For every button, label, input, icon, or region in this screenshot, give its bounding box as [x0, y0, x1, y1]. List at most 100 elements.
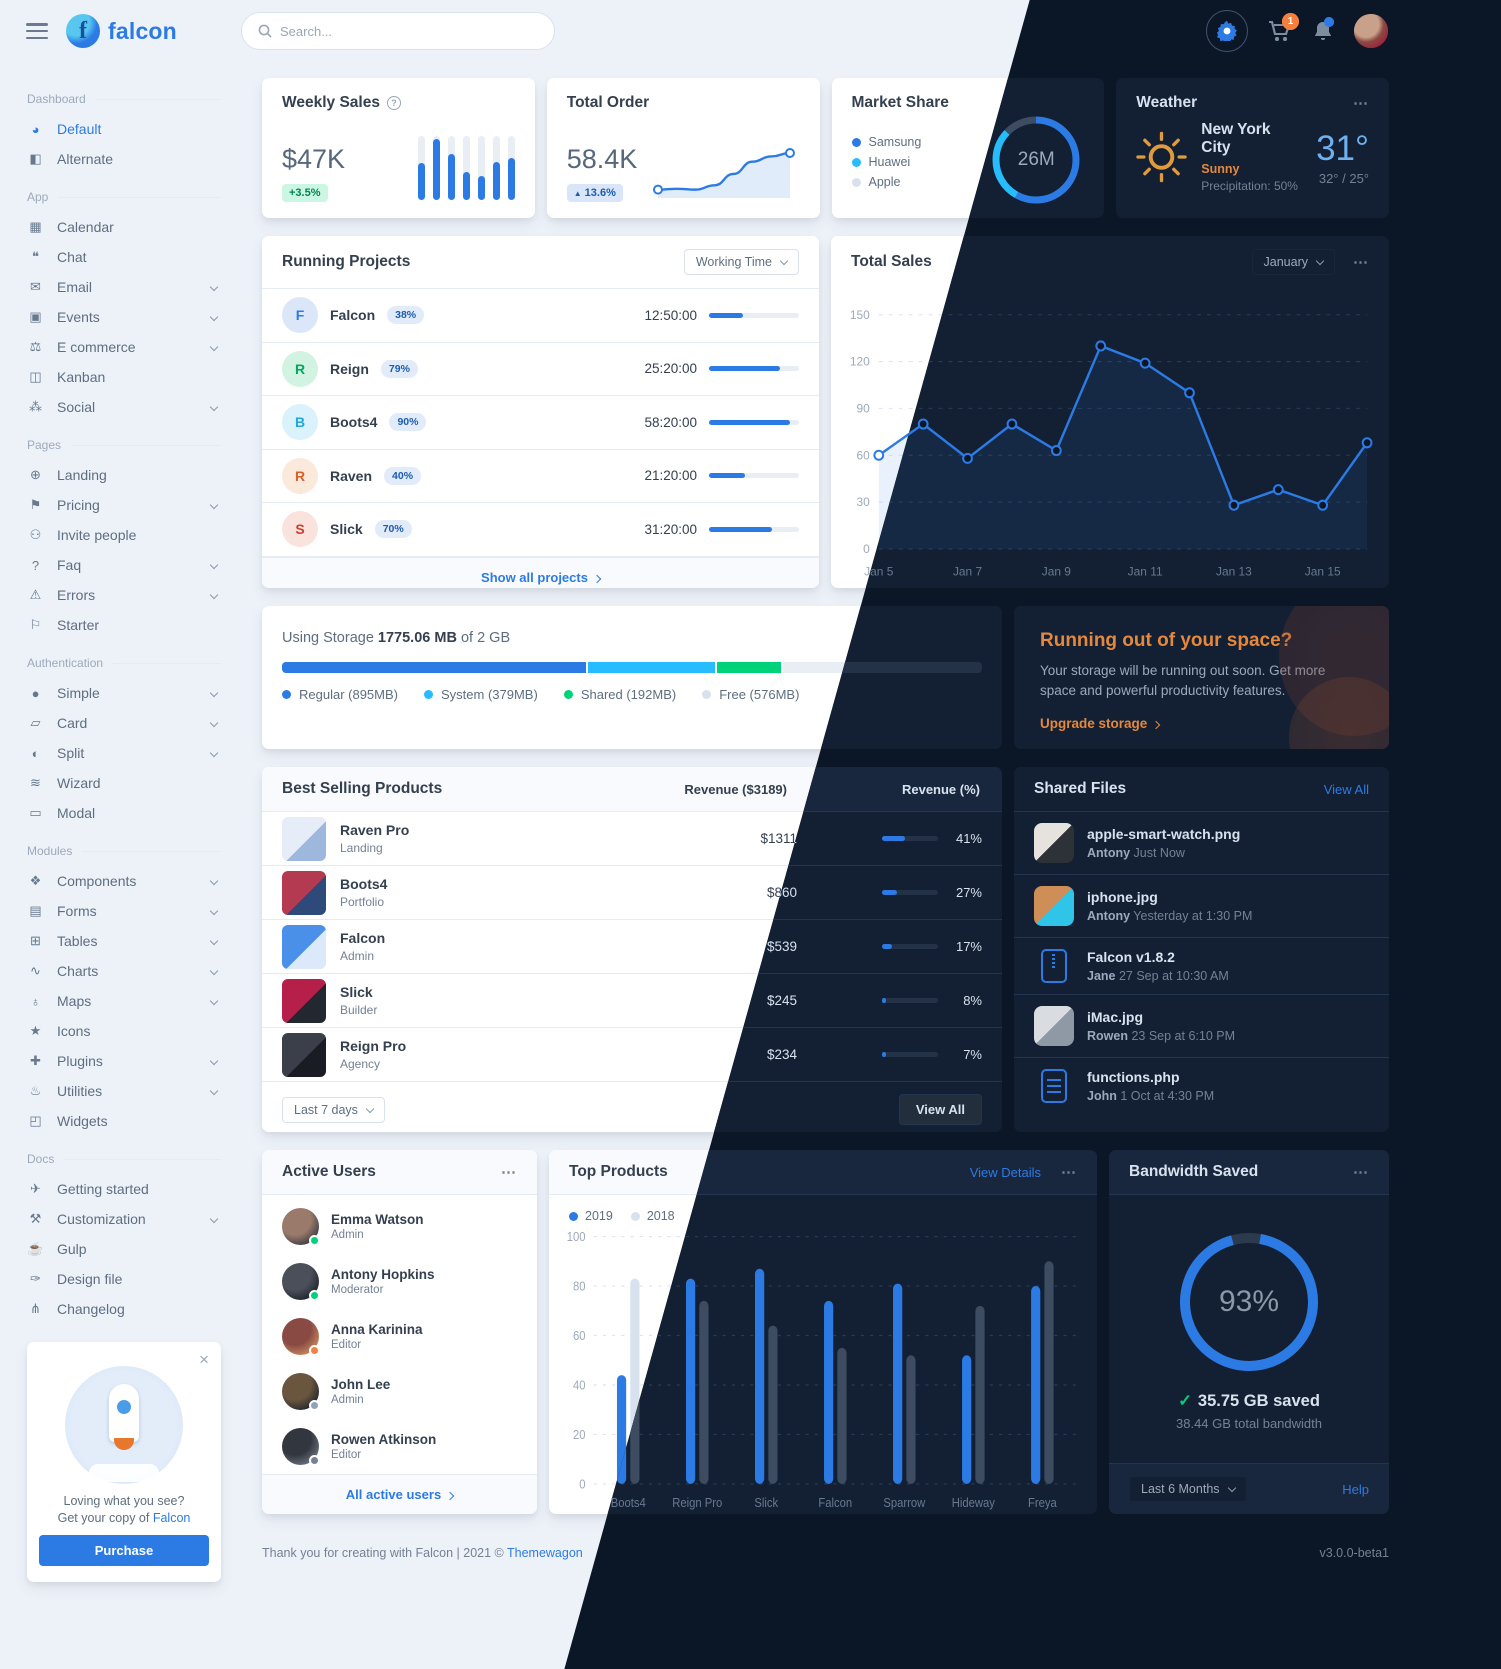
all-active-users-link[interactable]: All active users — [346, 1487, 455, 1502]
user-name[interactable]: Emma Watson — [331, 1212, 424, 1227]
sidebar-item-modal[interactable]: ▭ Modal — [27, 798, 221, 828]
shared-file-apple-smart-watch-png[interactable]: apple-smart-watch.png Antony Just Now — [1014, 812, 1389, 874]
search-box[interactable] — [241, 12, 555, 50]
product-name[interactable]: Slick — [340, 984, 373, 1000]
product-name[interactable]: Boots4 — [340, 876, 388, 892]
sidebar-item-simple[interactable]: ● Simple — [27, 678, 221, 708]
last-7-days-select[interactable]: Last 7 days — [282, 1096, 385, 1123]
shared-files-view-all-link[interactable]: View All — [1323, 781, 1369, 797]
sidebar-item-tables[interactable]: ⊞ Tables — [27, 926, 221, 956]
user-avatar[interactable] — [1354, 14, 1388, 48]
sidebar-item-email[interactable]: ✉ Email — [27, 272, 221, 302]
file-thumbnail — [1034, 823, 1074, 863]
legend-item-2019[interactable]: 2019 — [569, 1209, 613, 1223]
sidebar-item-pricing[interactable]: ⚑ Pricing — [27, 490, 221, 520]
shared-file-iphone-jpg[interactable]: iphone.jpg Antony Yesterday at 1:30 PM — [1014, 874, 1389, 937]
falcon-logo[interactable]: f falcon — [66, 14, 177, 48]
sidebar-item-split[interactable]: ◐ Split — [27, 738, 221, 768]
product-name[interactable]: Falcon — [340, 930, 386, 946]
sidebar-item-charts[interactable]: ∿ Charts — [27, 956, 221, 986]
active-user-antony-hopkins[interactable]: Antony Hopkins Moderator — [262, 1254, 537, 1309]
sidebar-item-chat[interactable]: ❝ Chat — [27, 242, 221, 272]
project-row-slick[interactable]: S Slick 70% 31:20:00 — [262, 503, 819, 557]
user-name[interactable]: John Lee — [331, 1377, 391, 1392]
sidebar-item-alternate[interactable]: ◧ Alternate — [27, 144, 221, 174]
cart-button[interactable]: 1 — [1268, 13, 1299, 42]
file-name[interactable]: apple-smart-watch.png — [1087, 826, 1241, 842]
file-name[interactable]: Falcon v1.8.2 — [1087, 949, 1175, 965]
upgrade-storage-link[interactable]: Upgrade storage — [1040, 716, 1363, 731]
sidebar-item-errors[interactable]: ⚠ Errors — [27, 580, 221, 610]
working-time-select[interactable]: Working Time — [683, 249, 799, 275]
sidebar-item-calendar[interactable]: ▦ Calendar — [27, 212, 221, 242]
show-all-projects-link[interactable]: Show all projects — [481, 570, 602, 585]
sidebar-item-changelog[interactable]: ⋔ Changelog — [27, 1294, 221, 1324]
sidebar-item-plugins[interactable]: ✚ Plugins — [27, 1046, 221, 1076]
notifications-button[interactable] — [1312, 17, 1334, 42]
user-name[interactable]: Rowen Atkinson — [331, 1432, 437, 1447]
close-icon[interactable]: × — [199, 1350, 209, 1369]
sidebar-item-starter[interactable]: ⚐ Starter — [27, 610, 221, 640]
sidebar-item-invite-people[interactable]: ⚇ Invite people — [27, 520, 221, 550]
file-name[interactable]: functions.php — [1087, 1069, 1180, 1085]
total-sales-menu-button[interactable]: ⋯ — [1353, 254, 1369, 271]
sidebar-item-default[interactable]: ◕ Default — [27, 114, 221, 144]
last-6-months-select[interactable]: Last 6 Months — [1129, 1476, 1247, 1502]
info-icon[interactable]: ? — [386, 96, 401, 110]
shared-file-functions-php[interactable]: functions.php John 1 Oct at 4:30 PM — [1014, 1057, 1389, 1114]
active-users-menu-button[interactable]: ⋯ — [501, 1164, 517, 1181]
sidebar-item-events[interactable]: ▣ Events — [27, 302, 221, 332]
project-row-reign[interactable]: R Reign 79% 25:20:00 — [262, 343, 819, 396]
purchase-button[interactable]: Purchase — [39, 1535, 209, 1566]
promo-falcon-link[interactable]: Falcon — [152, 1511, 191, 1525]
weather-menu-button[interactable]: ⋯ — [1353, 95, 1369, 112]
shared-file-imac-jpg[interactable]: iMac.jpg Rowen 23 Sep at 6:10 PM — [1014, 994, 1389, 1057]
active-user-anna-karinina[interactable]: Anna Karinina Editor — [262, 1309, 537, 1364]
sidebar-item-widgets[interactable]: ◰ Widgets — [27, 1106, 221, 1136]
sidebar-item-design-file[interactable]: ✑ Design file — [27, 1264, 221, 1294]
view-details-link[interactable]: View Details — [969, 1164, 1041, 1180]
sidebar-item-e-commerce[interactable]: ⚖ E commerce — [27, 332, 221, 362]
legend-item-2018[interactable]: 2018 — [630, 1209, 675, 1223]
project-row-raven[interactable]: R Raven 40% 21:20:00 — [262, 450, 819, 503]
sidebar-item-utilities[interactable]: ♨ Utilities — [27, 1076, 221, 1106]
sidebar-item-forms[interactable]: ▤ Forms — [27, 896, 221, 926]
product-name[interactable]: Raven Pro — [340, 822, 410, 838]
user-name[interactable]: Antony Hopkins — [331, 1267, 435, 1282]
sidebar-item-landing[interactable]: ⊕ Landing — [27, 460, 221, 490]
sidebar-item-gulp[interactable]: ☕ Gulp — [27, 1234, 221, 1264]
settings-gear-button[interactable] — [1206, 10, 1248, 52]
sidebar-item-card[interactable]: ▱ Card — [27, 708, 221, 738]
project-row-boots4[interactable]: B Boots4 90% 58:20:00 — [262, 396, 819, 450]
sidebar-item-faq[interactable]: ? Faq — [27, 550, 221, 580]
sidebar-item-maps[interactable]: ♁ Maps — [27, 986, 221, 1016]
view-all-button[interactable]: View All — [898, 1094, 982, 1125]
shared-file-falcon-v1-8-2[interactable]: Falcon v1.8.2 Jane 27 Sep at 10:30 AM — [1014, 937, 1389, 994]
sidebar-item-components[interactable]: ❖ Components — [27, 866, 221, 896]
sidebar-item-getting-started[interactable]: ✈ Getting started — [27, 1174, 221, 1204]
sidebar-item-customization[interactable]: ⚒ Customization — [27, 1204, 221, 1234]
user-role: Editor — [331, 1339, 362, 1351]
sidebar-item-social[interactable]: ⁂ Social — [27, 392, 221, 422]
sidebar-item-icons[interactable]: ★ Icons — [27, 1016, 221, 1046]
themewagon-link[interactable]: Themewagon — [507, 1546, 583, 1560]
search-input[interactable] — [280, 23, 538, 39]
product-name[interactable]: Reign Pro — [340, 1038, 407, 1054]
hamburger-menu-button[interactable] — [26, 23, 48, 39]
file-name[interactable]: iphone.jpg — [1087, 889, 1158, 905]
top-products-menu-button[interactable]: ⋯ — [1061, 1164, 1077, 1181]
user-name[interactable]: Anna Karinina — [331, 1322, 423, 1337]
active-user-john-lee[interactable]: John Lee Admin — [262, 1364, 537, 1419]
sidebar-item-wizard[interactable]: ≋ Wizard — [27, 768, 221, 798]
file-name[interactable]: iMac.jpg — [1087, 1009, 1144, 1025]
sidebar-item-kanban[interactable]: ◫ Kanban — [27, 362, 221, 392]
bandwidth-menu-button[interactable]: ⋯ — [1353, 1164, 1369, 1181]
help-link[interactable]: Help — [1342, 1481, 1369, 1497]
month-select[interactable]: January — [1251, 249, 1335, 275]
active-user-rowen-atkinson[interactable]: Rowen Atkinson Editor — [262, 1419, 537, 1474]
active-user-emma-watson[interactable]: Emma Watson Admin — [262, 1199, 537, 1254]
project-row-falcon[interactable]: F Falcon 38% 12:50:00 — [262, 289, 819, 343]
